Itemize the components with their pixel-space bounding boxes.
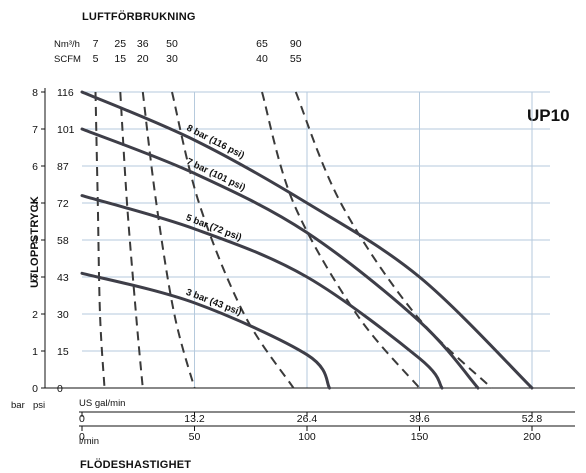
y-unit-psi: psi	[33, 400, 45, 411]
pressure-curve-5-bar	[80, 194, 444, 390]
y-tick-label-psi: 58	[57, 235, 69, 247]
air-label-nm3h-25: 25	[114, 38, 126, 50]
y-tick-label-psi: 43	[57, 272, 69, 284]
x-tick-label-us: 39.6	[409, 413, 430, 425]
air-label-scfm-5: 5	[93, 53, 99, 65]
x-axis-title: FLÖDESHASTIGHET	[80, 458, 191, 471]
y-tick-label-psi: 87	[57, 161, 69, 173]
air-curve-36	[141, 91, 196, 389]
y-axis-title: UTLOPPSTRYCK	[29, 196, 41, 288]
air-label-nm3h-7: 7	[93, 38, 99, 50]
y-tick-label-psi: 30	[57, 309, 69, 321]
x-tick-label-us: 26.4	[297, 413, 318, 425]
y-tick-label-bar: 6	[32, 161, 38, 173]
air-curve-65	[261, 91, 421, 389]
chart-title: LUFTFÖRBRUKNING	[82, 10, 196, 23]
air-label-scfm-15: 15	[114, 53, 126, 65]
x-tick-label-metric: 100	[298, 431, 316, 443]
air-label-nm3h-36: 36	[137, 38, 149, 50]
y-tick-label-bar: 2	[32, 309, 38, 321]
air-label-nm3h-90: 90	[290, 38, 302, 50]
air-label-scfm-55: 55	[290, 53, 302, 65]
x-tick-label-metric: 50	[189, 431, 201, 443]
pressure-curve-8-bar	[80, 90, 534, 390]
pressure-curve-7-bar	[80, 127, 480, 390]
y-tick-label-bar: 3	[32, 272, 38, 284]
air-label-scfm-20: 20	[137, 53, 149, 65]
air-curve-50	[171, 91, 295, 389]
y-tick-label-bar: 5	[32, 198, 38, 210]
air-label-scfm-30: 30	[166, 53, 178, 65]
y-tick-label-bar: 0	[32, 383, 38, 395]
x-unit-metric: l/min	[79, 436, 99, 447]
pressure-curve-3-bar	[80, 271, 331, 390]
air-label-nm3h-50: 50	[166, 38, 178, 50]
y-tick-label-bar: 1	[32, 346, 38, 358]
air-unit-imperial: SCFM	[54, 54, 81, 65]
model-label: UP10	[527, 106, 570, 125]
y-tick-label-bar: 7	[32, 124, 38, 136]
air-curve-7	[94, 91, 106, 389]
y-unit-bar: bar	[11, 400, 25, 411]
x-tick-label-metric: 200	[523, 431, 541, 443]
x-tick-label-metric: 150	[411, 431, 429, 443]
tick-labels: 0 0 1 15 2 30 3 43 4 58 5 72 6 87 7 101 8 116 0 0 13.2 50 26.4…	[32, 87, 542, 443]
air-curve-90	[294, 91, 493, 389]
air-label-nm3h-65: 65	[256, 38, 268, 50]
y-tick-label-psi: 0	[57, 383, 63, 395]
air-unit-metric: Nm³/h	[54, 39, 80, 50]
x-unit-us: US gal/min	[79, 398, 125, 409]
x-tick-label-metric: 0	[79, 431, 85, 443]
y-tick-label-psi: 72	[57, 198, 69, 210]
air-label-scfm-40: 40	[256, 53, 268, 65]
y-tick-label-bar: 8	[32, 87, 38, 99]
axes	[41, 88, 575, 431]
x-tick-label-us: 13.2	[184, 413, 205, 425]
y-tick-label-bar: 4	[32, 235, 38, 247]
y-tick-label-psi: 116	[57, 87, 74, 99]
y-tick-label-psi: 15	[57, 346, 69, 358]
y-tick-label-psi: 101	[57, 124, 75, 136]
air-consumption-curves: 7 5 25 15 36 20 50 30 65 40 90 55	[93, 38, 493, 389]
grid-lines	[82, 91, 550, 388]
x-tick-label-us: 52.8	[522, 413, 543, 425]
air-curve-25	[119, 91, 144, 389]
x-tick-label-us: 0	[79, 413, 85, 425]
